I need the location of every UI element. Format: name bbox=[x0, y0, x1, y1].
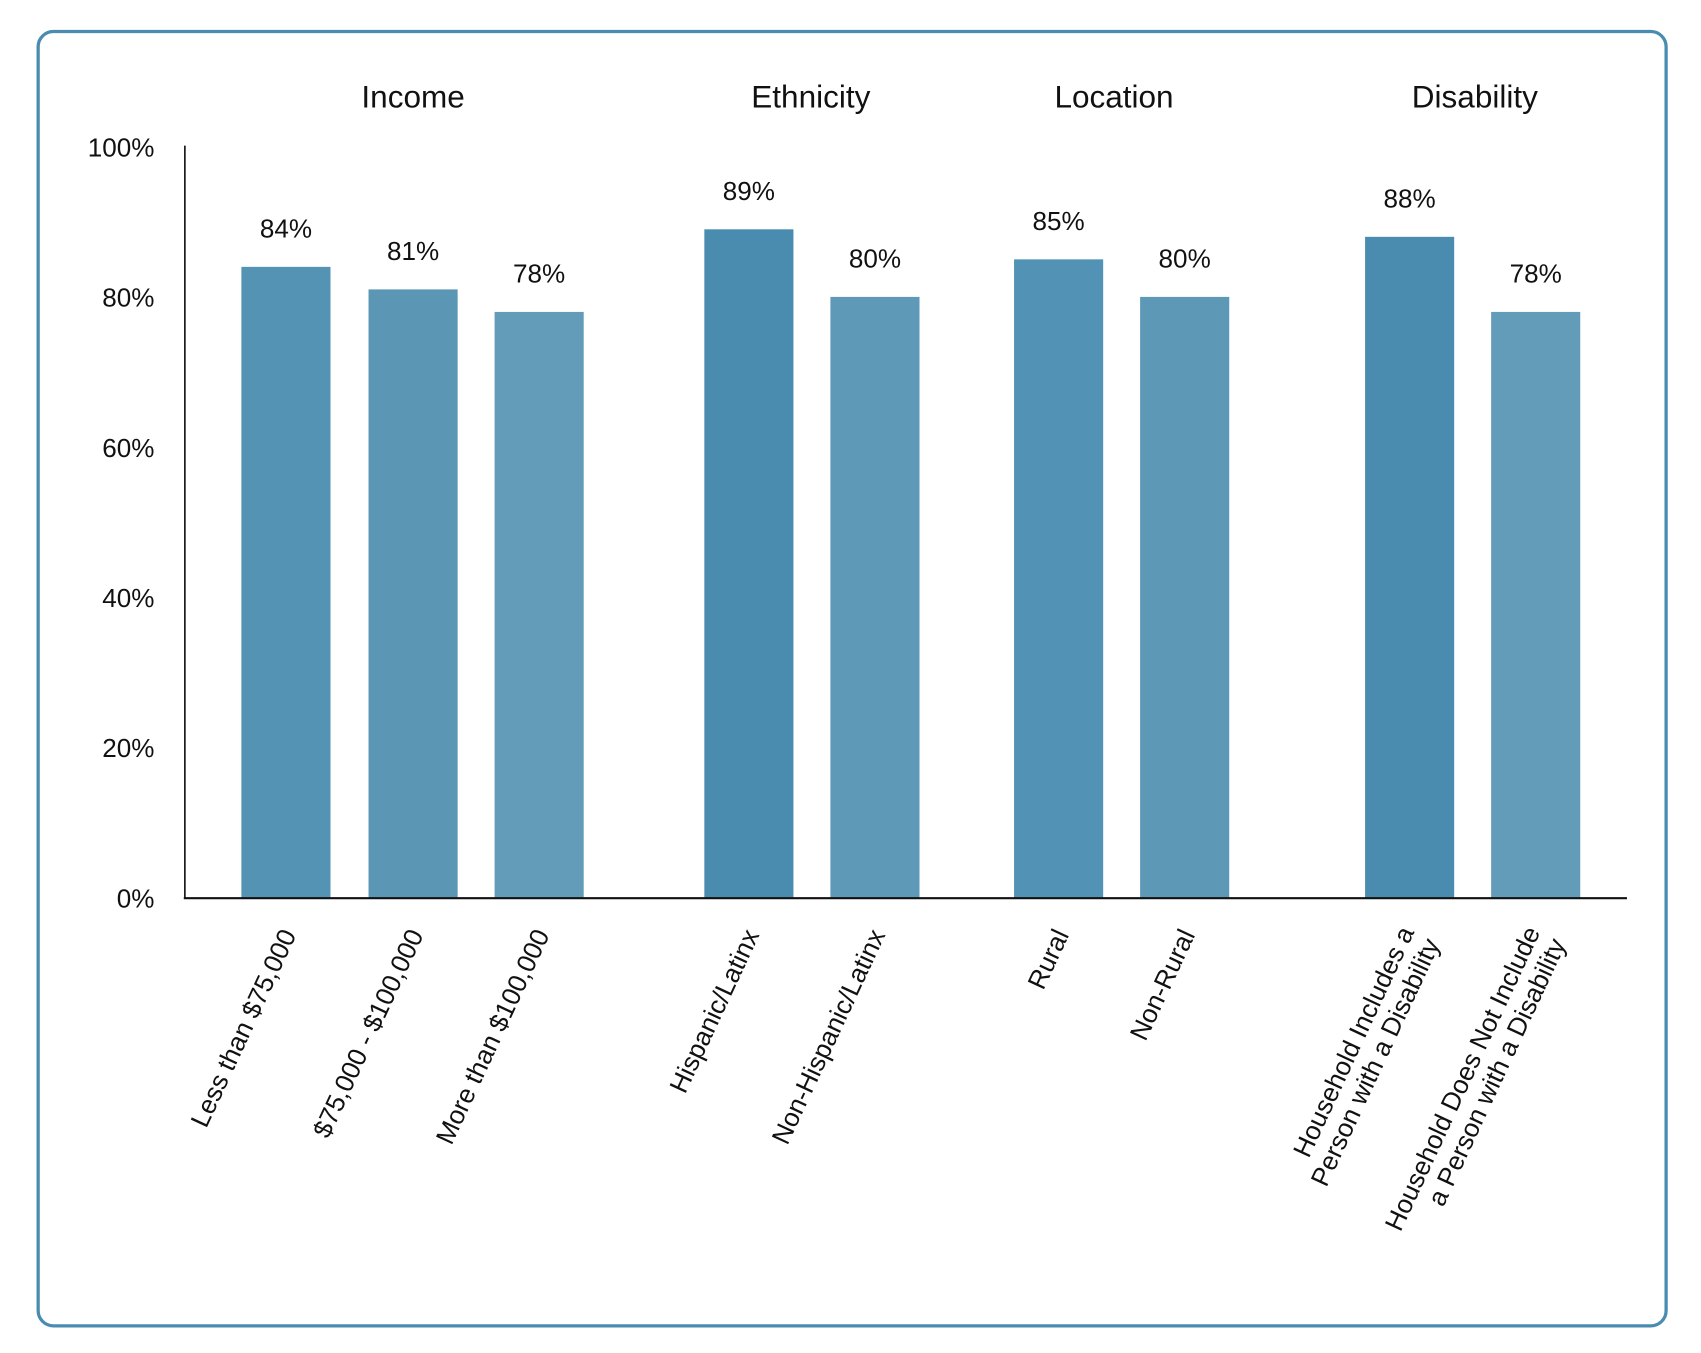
y-tick-label: 80% bbox=[102, 283, 154, 313]
bar bbox=[830, 296, 920, 898]
value-label: 89% bbox=[723, 176, 775, 206]
bar bbox=[1365, 236, 1455, 898]
value-label: 80% bbox=[849, 244, 901, 274]
value-label: 80% bbox=[1159, 244, 1211, 274]
bar bbox=[241, 266, 331, 898]
bar bbox=[1491, 311, 1581, 898]
value-label: 88% bbox=[1384, 183, 1436, 213]
group-titles: Income Ethnicity Location Disability bbox=[361, 79, 1538, 115]
value-label: 78% bbox=[1510, 259, 1562, 289]
value-labels: 84% 81% 78% 89% 80% 85% 80% 88% 78% bbox=[260, 176, 1562, 289]
bar bbox=[1140, 296, 1230, 898]
bars bbox=[241, 229, 1581, 898]
bar bbox=[1014, 259, 1104, 898]
group-title: Income bbox=[361, 79, 464, 115]
bar bbox=[368, 289, 458, 898]
value-label: 81% bbox=[387, 236, 439, 266]
value-label: 78% bbox=[513, 259, 565, 289]
y-tick-label: 100% bbox=[88, 132, 155, 162]
value-label: 85% bbox=[1033, 206, 1085, 236]
bar bbox=[494, 311, 584, 898]
bar bbox=[704, 229, 794, 898]
group-title: Disability bbox=[1412, 79, 1538, 115]
y-tick-label: 20% bbox=[102, 733, 154, 763]
value-label: 84% bbox=[260, 214, 312, 244]
y-tick-label: 60% bbox=[102, 433, 154, 463]
y-tick-label: 0% bbox=[117, 883, 155, 913]
group-title: Ethnicity bbox=[751, 79, 870, 115]
y-axis-ticks: 0% 20% 40% 60% 80% 100% bbox=[88, 132, 155, 913]
y-tick-label: 40% bbox=[102, 583, 154, 613]
group-title: Location bbox=[1054, 79, 1173, 115]
